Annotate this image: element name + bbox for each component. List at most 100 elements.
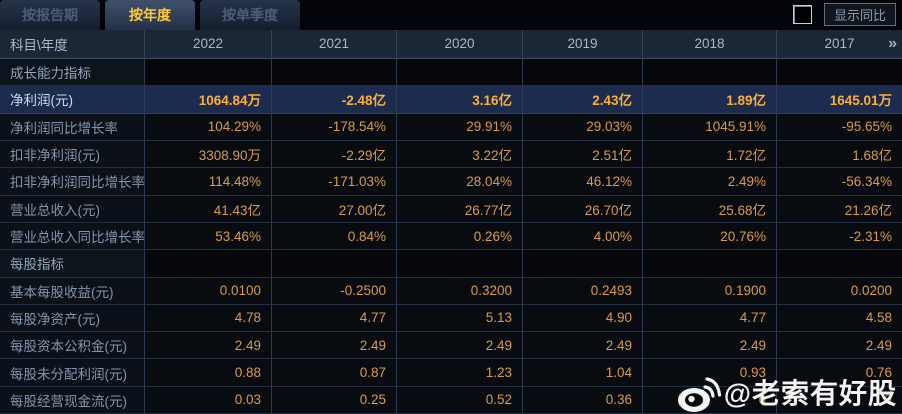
- value-cell: 2.49: [523, 332, 643, 360]
- row-label: 营业总收入(元): [0, 195, 145, 223]
- row-label: 每股净资产(元): [0, 304, 145, 333]
- value-cell: 27.00亿: [272, 195, 397, 223]
- tab-yearly[interactable]: 按年度: [105, 0, 195, 30]
- table-row: 净利润(元) 1064.84万 -2.48亿 3.16亿 2.43亿 1.89亿 1645.…: [0, 86, 902, 114]
- value-cell: 0.25: [272, 386, 397, 414]
- value-cell: 2.49%: [643, 168, 777, 196]
- value-cell: 29.03%: [523, 113, 643, 141]
- value-cell: 1064.84万: [145, 86, 272, 114]
- table-body: 成长能力指标 净利润(元) 1064.84万 -2.48亿 3.16亿 2.43亿 1.89…: [0, 59, 902, 414]
- year-column-header: 2022: [145, 30, 272, 58]
- value-cell: [523, 59, 643, 87]
- value-cell: -56.34%: [777, 168, 902, 196]
- table-row: 每股净资产(元) 4.78 4.77 5.13 4.90 4.77 4.58: [0, 304, 902, 333]
- more-years-icon[interactable]: »: [888, 34, 897, 52]
- tabs-spacer: [305, 0, 793, 30]
- row-label: 每股资本公积金(元): [0, 332, 145, 360]
- value-cell: 0.87: [272, 359, 397, 387]
- value-cell: -171.03%: [272, 168, 397, 196]
- tab-quarterly[interactable]: 按单季度: [200, 0, 300, 30]
- value-cell: 9: [777, 386, 902, 414]
- value-cell: 1.68亿: [777, 140, 902, 169]
- value-cell: 4.77: [643, 304, 777, 333]
- value-cell: 0.0200: [777, 277, 902, 305]
- row-label: 每股未分配利润(元): [0, 359, 145, 387]
- value-cell: 0.1900: [643, 277, 777, 305]
- table-row: 每股资本公积金(元) 2.49 2.49 2.49 2.49 2.49 2.49: [0, 332, 902, 360]
- value-cell: [777, 250, 902, 278]
- value-cell: [272, 59, 397, 87]
- value-cell: 20.76%: [643, 222, 777, 251]
- value-cell: 3.22亿: [397, 140, 523, 169]
- corner-header: 科目\年度: [0, 30, 145, 58]
- value-cell: -95.65%: [777, 113, 902, 141]
- value-cell: -2.31%: [777, 222, 902, 251]
- value-cell: [272, 250, 397, 278]
- row-label: 净利润同比增长率: [0, 113, 145, 141]
- show-yoy-checkbox[interactable]: [792, 5, 812, 24]
- table-row: 基本每股收益(元) 0.0100 -0.2500 0.3200 0.2493 0.1900…: [0, 277, 902, 305]
- value-cell: -2.48亿: [272, 86, 397, 114]
- row-label: 营业总收入同比增长率: [0, 222, 145, 251]
- value-cell: 41.43亿: [145, 195, 272, 223]
- value-cell: 2.49: [145, 332, 272, 360]
- value-cell: 0.03: [145, 386, 272, 414]
- section-row: 成长能力指标: [0, 59, 902, 87]
- value-cell: 0.26%: [397, 222, 523, 251]
- year-column-header: 2021: [272, 30, 397, 58]
- value-cell: 28.04%: [397, 168, 523, 196]
- year-column-header: 2018: [643, 30, 777, 58]
- value-cell: [643, 59, 777, 87]
- value-cell: 26.77亿: [397, 195, 523, 223]
- value-cell: 46.12%: [523, 168, 643, 196]
- value-cell: [777, 59, 902, 87]
- value-cell: 2.49: [272, 332, 397, 360]
- value-cell: 29.91%: [397, 113, 523, 141]
- value-cell: 26.70亿: [523, 195, 643, 223]
- value-cell: [145, 250, 272, 278]
- value-cell: 4.78: [145, 304, 272, 333]
- table-row: 每股未分配利润(元) 0.88 0.87 1.23 1.04 0.93 0.76: [0, 359, 902, 387]
- year-column-header: 2019: [523, 30, 643, 58]
- value-cell: 2.43亿: [523, 86, 643, 114]
- value-cell: 2.49: [397, 332, 523, 360]
- value-cell: 25.68亿: [643, 195, 777, 223]
- value-cell: [145, 59, 272, 87]
- row-label: 每股指标: [0, 250, 145, 278]
- row-label: 基本每股收益(元): [0, 277, 145, 305]
- value-cell: 4.58: [777, 304, 902, 333]
- value-cell: 1.04: [523, 359, 643, 387]
- value-cell: 4.90: [523, 304, 643, 333]
- year-column-header: 2017»: [777, 30, 902, 58]
- row-label: 每股经营现金流(元): [0, 386, 145, 414]
- table-row: 扣非净利润(元) 3308.90万 -2.29亿 3.22亿 2.51亿 1.72亿 1.6…: [0, 140, 902, 169]
- year-column-header: 2020: [397, 30, 523, 58]
- value-cell: 0.84%: [272, 222, 397, 251]
- value-cell: 0.3200: [397, 277, 523, 305]
- value-cell: 1045.91%: [643, 113, 777, 141]
- show-yoy-button[interactable]: 显示同比: [823, 3, 896, 26]
- tab-report-period[interactable]: 按报告期: [0, 0, 100, 30]
- value-cell: 0.88: [145, 359, 272, 387]
- value-cell: [397, 250, 523, 278]
- value-cell: 3.16亿: [397, 86, 523, 114]
- value-cell: 2.49: [643, 332, 777, 360]
- value-cell: [397, 59, 523, 87]
- value-cell: 104.29%: [145, 113, 272, 141]
- value-cell: 0.36: [523, 386, 643, 414]
- value-cell: 5.13: [397, 304, 523, 333]
- row-label: 成长能力指标: [0, 59, 145, 87]
- value-cell: [523, 250, 643, 278]
- table-row: 营业总收入同比增长率 53.46% 0.84% 0.26% 4.00% 20.76% -2.…: [0, 222, 902, 251]
- value-cell: 0: [643, 386, 777, 414]
- row-label: 净利润(元): [0, 86, 145, 114]
- table-row: 每股经营现金流(元) 0.03 0.25 0.52 0.36 0 9: [0, 386, 902, 414]
- table-header-row: 科目\年度 2022 2021 2020 2019 2018 2017»: [0, 30, 902, 59]
- value-cell: 0.93: [643, 359, 777, 387]
- financial-table: 科目\年度 2022 2021 2020 2019 2018 2017» 成长能力指标 净利…: [0, 30, 902, 414]
- value-cell: 0.52: [397, 386, 523, 414]
- section-row: 每股指标: [0, 250, 902, 278]
- value-cell: 4.77: [272, 304, 397, 333]
- value-cell: 2.49: [777, 332, 902, 360]
